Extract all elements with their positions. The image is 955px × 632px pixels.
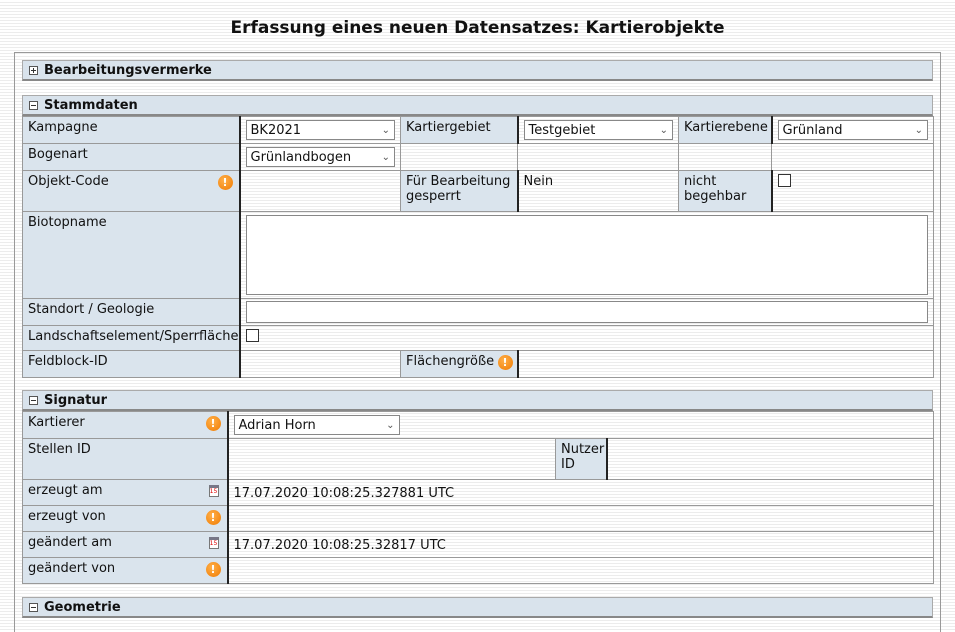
warning-icon: ! <box>217 175 233 190</box>
standort-label: Standort / Geologie <box>22 298 241 326</box>
kartierer-value: Adrian Horn <box>238 417 316 433</box>
section-title: Signatur <box>44 392 108 408</box>
stellen-label: Stellen ID <box>22 438 229 480</box>
nutzer-label: Nutzer ID <box>555 438 608 480</box>
bogenart-select[interactable]: Grünlandbogen ⌄ <box>245 147 395 167</box>
kartierer-select[interactable]: Adrian Horn ⌄ <box>233 415 400 435</box>
nutzer-value <box>605 438 935 480</box>
bogenart-value: Grünlandbogen <box>250 149 352 165</box>
warning-icon: ! <box>205 510 221 525</box>
geaendert-von-value <box>226 557 935 584</box>
section-title: Stammdaten <box>44 97 138 113</box>
collapse-icon[interactable] <box>29 602 38 612</box>
section-header-bearbeitungsvermerke[interactable]: Bearbeitungsvermerke <box>22 60 933 81</box>
kartierebene-value: Grünland <box>782 122 843 138</box>
geaendert-am-label: geändert am 15 <box>22 531 229 558</box>
kartierebene-select[interactable]: Grünland ⌄ <box>777 120 928 140</box>
kampagne-label: Kampagne <box>22 116 241 144</box>
collapse-icon[interactable] <box>29 395 38 405</box>
kampagne-value: BK2021 <box>250 122 302 138</box>
chevron-down-icon: ⌄ <box>386 419 395 431</box>
collapse-icon[interactable] <box>29 100 38 110</box>
erzeugt-am-text: erzeugt am <box>28 483 103 498</box>
expand-icon[interactable] <box>29 65 38 75</box>
form-container: Bearbeitungsvermerke Stammdaten Kampagne… <box>14 52 941 632</box>
flaeche-value <box>517 350 934 378</box>
geaendert-am-text: geändert am <box>28 535 112 550</box>
landschaft-checkbox[interactable] <box>245 329 259 342</box>
kampagne-select[interactable]: BK2021 ⌄ <box>245 120 395 140</box>
section-bearbeitungsvermerke: Bearbeitungsvermerke <box>22 60 933 81</box>
erzeugt-von-text: erzeugt von <box>28 509 106 524</box>
feldblock-value <box>239 350 401 378</box>
feldblock-label: Feldblock-ID <box>22 350 241 378</box>
kartiergebiet-value: Testgebiet <box>528 122 596 138</box>
geaendert-von-text: geändert von <box>28 561 116 576</box>
geaendert-am-value: 17.07.2020 10:08:25.32817 UTC <box>226 531 935 558</box>
kartierer-label: Kartierer! <box>22 411 229 439</box>
chevron-down-icon: ⌄ <box>914 124 923 136</box>
biotopname-label: Biotopname <box>22 211 241 299</box>
landschaft-label: Landschaftselement/Sperrfläche <box>22 325 241 351</box>
biotopname-textarea[interactable] <box>245 215 928 295</box>
section-title: Geometrie <box>44 599 121 615</box>
flaeche-label: Flächengröße! <box>400 350 519 378</box>
kartiergebiet-label: Kartiergebiet <box>400 116 519 144</box>
begehbar-checkbox[interactable] <box>777 174 791 187</box>
objektcode-text: Objekt-Code <box>28 174 109 189</box>
page-title: Erfassung eines neuen Datensatzes: Karti… <box>230 18 725 38</box>
kartierer-text: Kartierer <box>28 415 85 430</box>
calendar-icon[interactable]: 15 <box>208 537 219 549</box>
begehbar-label: nicht begehbar <box>678 170 773 212</box>
kartierebene-label: Kartierebene <box>678 116 773 144</box>
warning-icon: ! <box>497 355 513 370</box>
gesperrt-label: Für Bearbeitung gesperrt <box>400 170 519 212</box>
section-header-signatur[interactable]: Signatur <box>22 390 933 411</box>
objektcode-value <box>239 170 401 212</box>
standort-input[interactable] <box>245 301 928 323</box>
section-signatur: Signatur Kartierer! Adrian Horn ⌄ Stellen… <box>22 390 935 584</box>
warning-icon: ! <box>205 562 221 577</box>
section-geometrie: Geometrie <box>22 597 933 618</box>
chevron-down-icon: ⌄ <box>381 151 390 163</box>
bogenart-label: Bogenart <box>22 143 241 171</box>
section-stammdaten: Stammdaten Kampagne BK2021 ⌄ Kartiergebie… <box>22 95 934 378</box>
gesperrt-value: Nein <box>517 170 679 212</box>
flaeche-text: Flächengröße <box>406 354 495 369</box>
erzeugt-von-value <box>226 505 935 532</box>
section-header-stammdaten[interactable]: Stammdaten <box>22 95 933 116</box>
erzeugt-am-value: 17.07.2020 10:08:25.327881 UTC <box>226 479 935 506</box>
erzeugt-am-label: erzeugt am 15 <box>22 479 229 506</box>
chevron-down-icon: ⌄ <box>659 124 668 136</box>
chevron-down-icon: ⌄ <box>381 124 390 136</box>
stellen-value <box>227 438 556 480</box>
warning-icon: ! <box>205 416 221 431</box>
section-header-geometrie[interactable]: Geometrie <box>22 597 933 618</box>
erzeugt-von-label: erzeugt von! <box>22 505 229 532</box>
kartiergebiet-select[interactable]: Testgebiet ⌄ <box>523 120 673 140</box>
geaendert-von-label: geändert von! <box>22 557 229 584</box>
calendar-icon[interactable]: 15 <box>208 485 219 497</box>
section-title: Bearbeitungsvermerke <box>44 62 212 78</box>
objektcode-label: Objekt-Code! <box>22 170 241 212</box>
